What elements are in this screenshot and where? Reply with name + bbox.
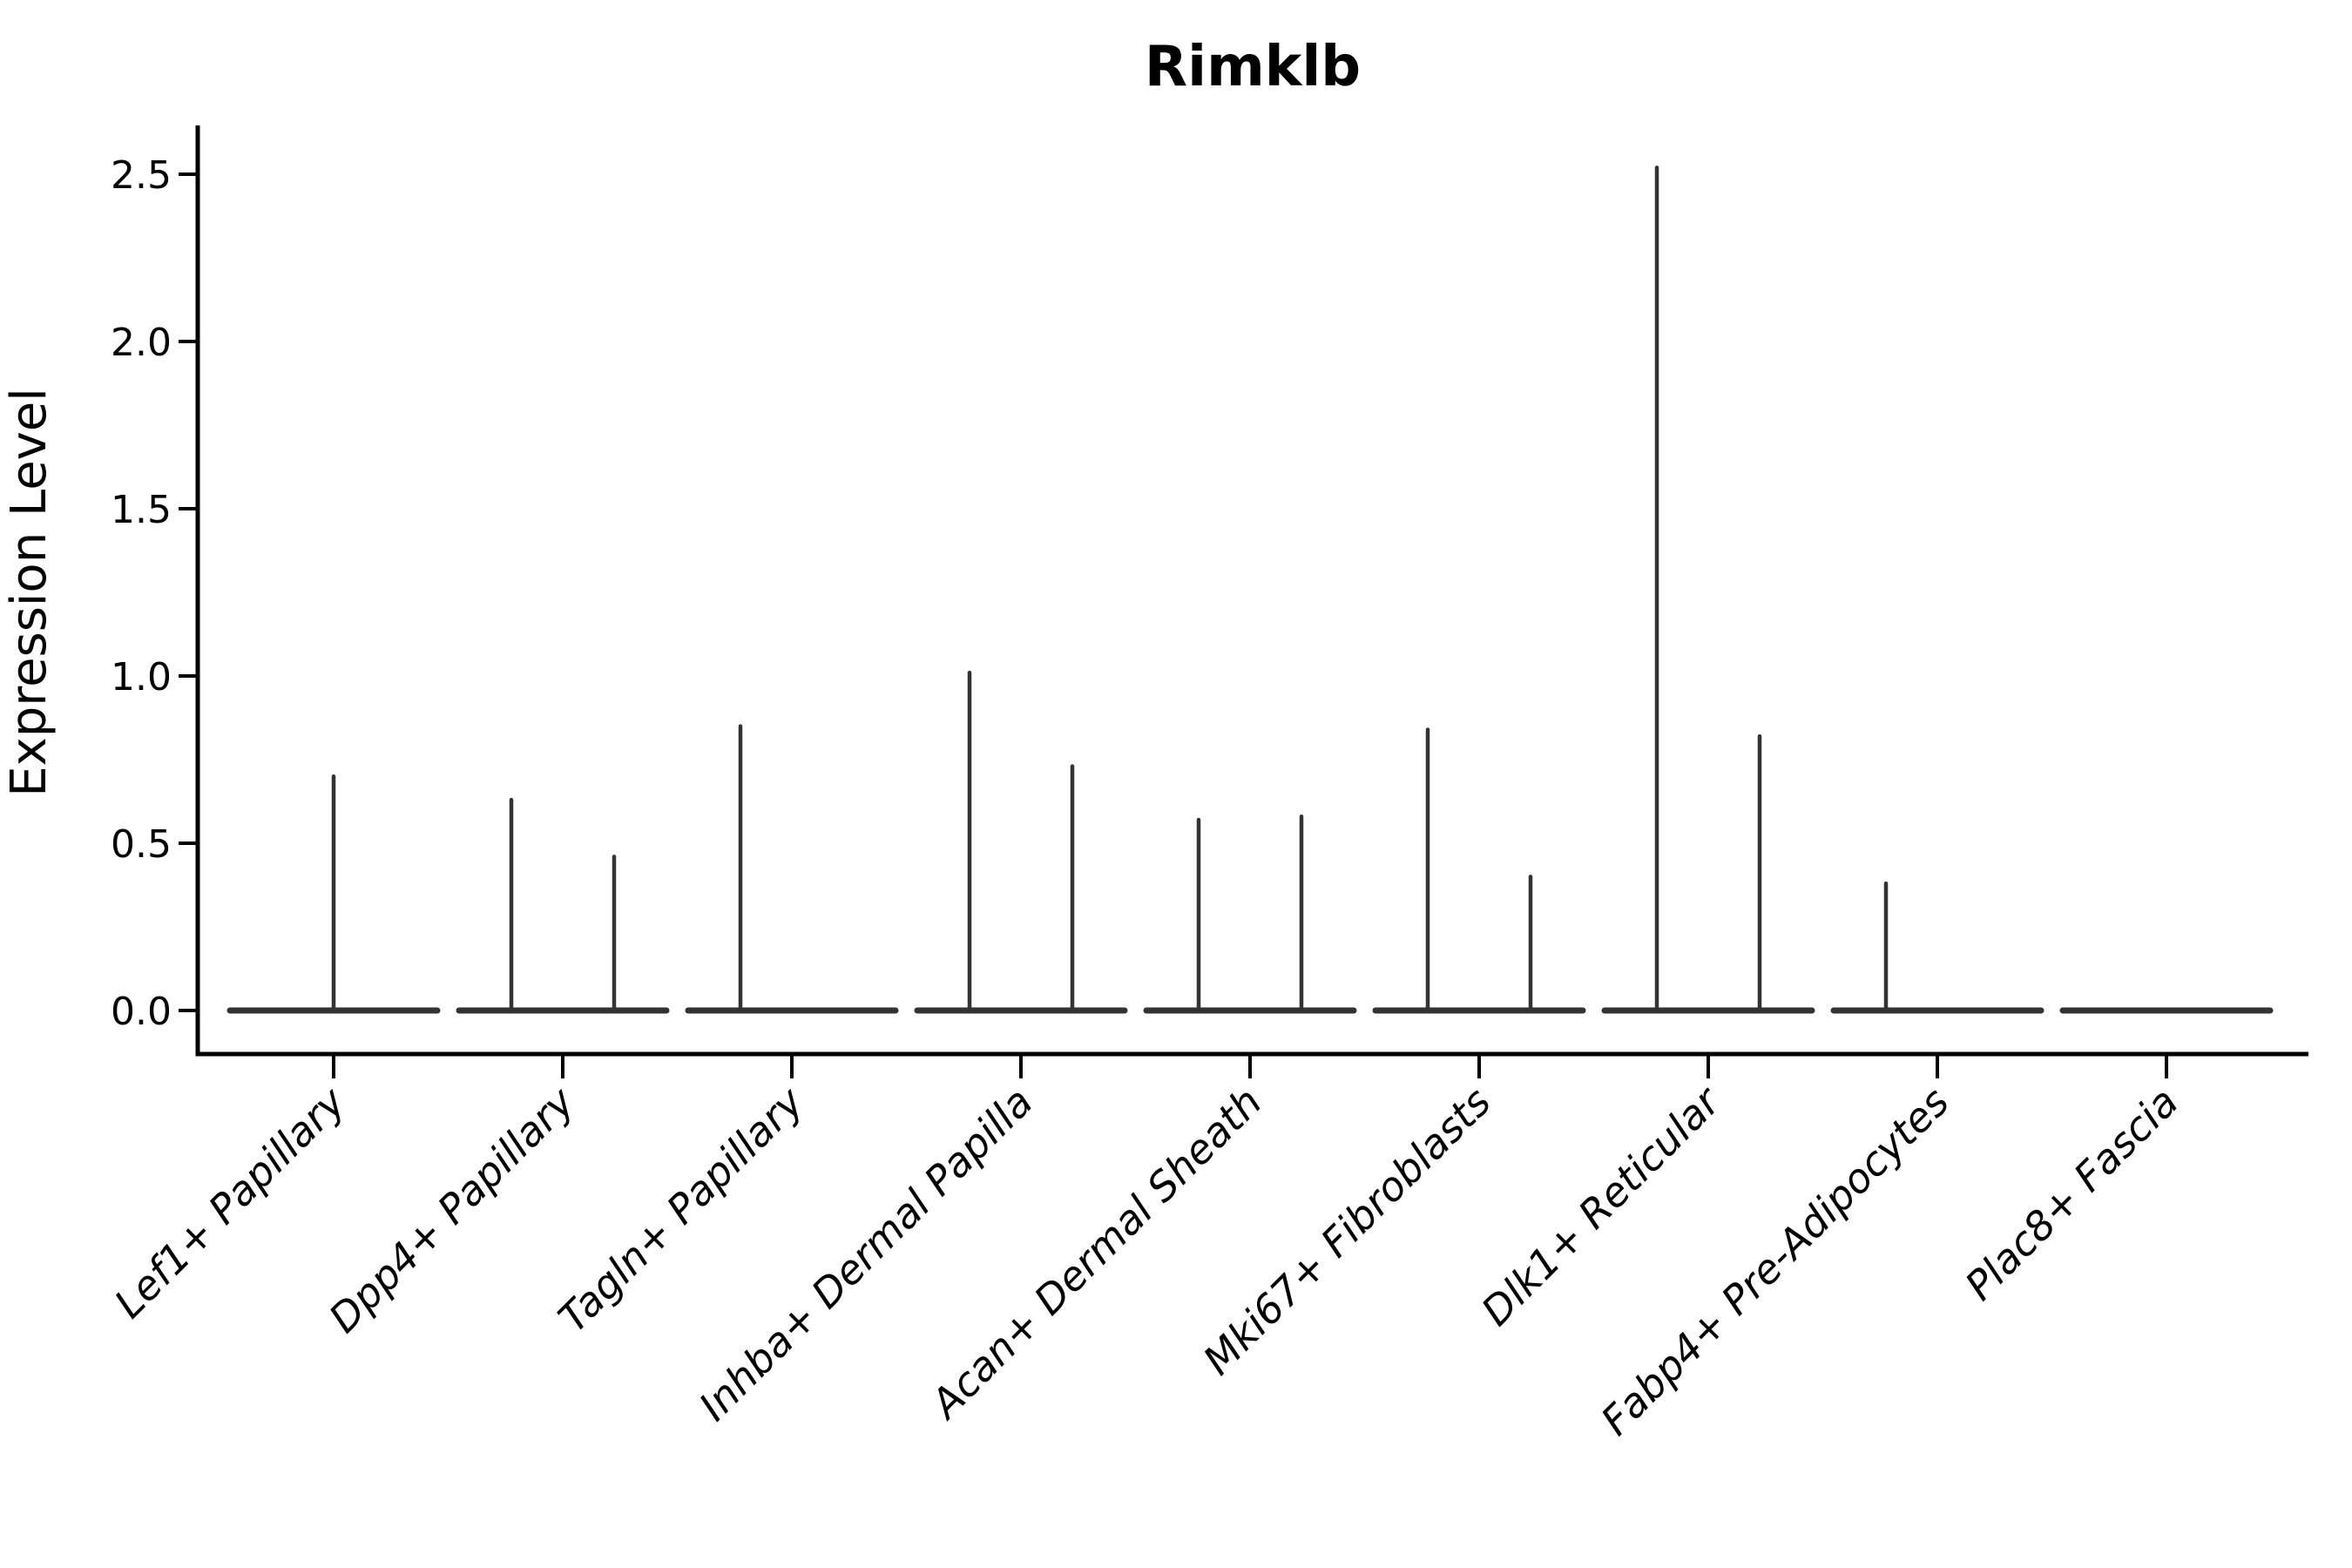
x-tick-label: Dpp4+ Papillary [320, 1078, 584, 1342]
y-tick-label: 1.0 [111, 655, 172, 700]
y-tick-label: 0.0 [111, 990, 172, 1034]
x-tick-label: Tagln+ Papillary [549, 1078, 813, 1342]
y-tick-label: 0.5 [111, 822, 172, 867]
y-axis-label: Expression Level [1, 388, 57, 797]
x-tick-label: Lef1+ Papillary [105, 1078, 355, 1327]
y-tick-label: 2.5 [111, 153, 172, 198]
y-tick-label: 2.0 [111, 321, 172, 365]
y-tick-label: 1.5 [111, 488, 172, 532]
chart-title: Rimklb [1145, 35, 1361, 99]
x-tick-label: Plac8+ Fascia [1956, 1078, 2186, 1309]
axes-layer [179, 125, 2308, 1078]
x-tick-label: Dlk1+ Reticular [1472, 1076, 1731, 1335]
violin-layer [226, 166, 2274, 1014]
